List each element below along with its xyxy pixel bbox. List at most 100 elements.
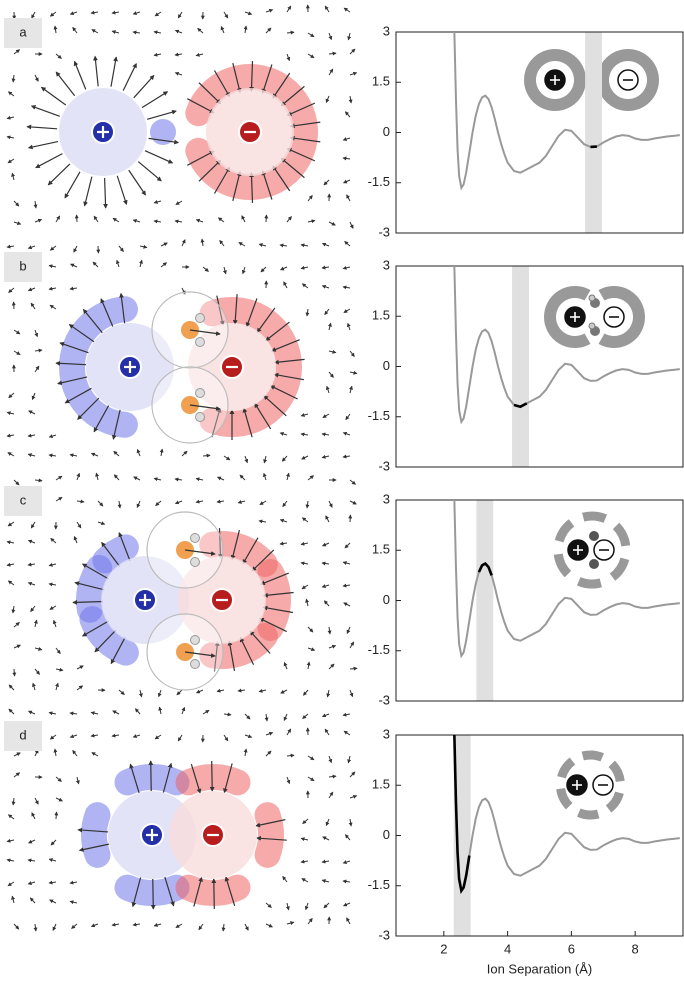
field-arrow: [322, 585, 329, 587]
inset-shell: [558, 554, 568, 574]
field-arrow: [30, 898, 35, 903]
field-arrow: [287, 32, 294, 33]
field-arrow: [73, 750, 77, 756]
field-arrow: [280, 433, 287, 435]
field-arrow: [35, 924, 36, 931]
panel-label: a: [19, 24, 27, 39]
field-arrow: [77, 501, 84, 502]
field-arrow: [50, 246, 56, 250]
field-arrow: [308, 627, 313, 632]
molecular-scene: [7, 707, 357, 931]
field-arrow: [350, 73, 357, 75]
field-arrow: [306, 903, 308, 910]
field-arrow: [51, 538, 56, 543]
field-arrow: [35, 620, 37, 627]
field-arrow: [281, 690, 287, 693]
field-arrow: [343, 861, 350, 863]
field-arrow: [14, 222, 21, 224]
field-arrow: [284, 282, 287, 288]
density-arrow: [214, 879, 215, 909]
field-arrow: [245, 749, 246, 756]
field-arrow: [29, 411, 35, 414]
field-arrow: [329, 792, 333, 798]
field-arrow: [287, 777, 290, 784]
field-arrow: [14, 773, 20, 777]
field-arrow: [323, 837, 329, 840]
field-arrow: [31, 606, 35, 612]
molecular-scene: [7, 5, 356, 228]
field-arrow: [154, 201, 161, 203]
field-arrow: [322, 714, 329, 717]
density-arrow: [147, 111, 176, 119]
field-arrow: [175, 221, 182, 222]
field-arrow: [306, 599, 308, 606]
charge-density: [268, 815, 271, 855]
field-arrow: [14, 924, 19, 929]
field-arrow: [322, 563, 329, 564]
field-arrow: [199, 924, 203, 930]
field-arrow: [350, 668, 357, 669]
density-arrow: [142, 92, 167, 108]
field-arrow: [119, 246, 123, 251]
field-arrow: [347, 195, 350, 201]
field-arrow: [280, 245, 287, 246]
field-arrow: [35, 75, 38, 81]
field-arrow: [203, 710, 209, 714]
field-arrow: [56, 812, 57, 819]
y-tick-label: -3: [378, 224, 390, 239]
field-arrow: [70, 882, 77, 883]
field-arrow: [324, 601, 329, 606]
inset-shell: [612, 764, 621, 782]
field-arrow: [202, 239, 203, 246]
field-arrow: [56, 669, 63, 670]
field-arrow: [301, 563, 308, 564]
field-arrow: [350, 222, 353, 228]
field-arrow: [56, 216, 60, 222]
plot-frame: [396, 735, 683, 936]
field-arrow: [98, 501, 103, 506]
inset-shell: [583, 755, 602, 757]
y-tick-label: 0: [383, 827, 390, 842]
field-arrow: [29, 840, 35, 843]
field-arrow: [98, 522, 105, 524]
field-arrow: [343, 714, 350, 715]
field-arrow: [28, 564, 35, 565]
field-arrow: [322, 267, 329, 268]
density-arrow: [42, 87, 66, 105]
field-arrow: [350, 49, 355, 54]
inset-shell: [583, 516, 605, 519]
highlight-band: [476, 500, 493, 701]
field-arrow: [345, 543, 350, 548]
field-arrow: [70, 713, 77, 714]
field-arrow: [114, 451, 119, 456]
field-arrow: [161, 449, 162, 456]
field-arrow: [266, 903, 271, 907]
field-arrow: [266, 28, 271, 33]
field-arrow: [28, 882, 35, 884]
field-arrow: [217, 690, 224, 691]
density-arrow: [123, 64, 136, 91]
field-arrow: [56, 497, 62, 501]
field-arrow: [326, 516, 329, 522]
field-arrow: [302, 585, 308, 589]
field-arrow: [176, 924, 182, 928]
field-arrow: [28, 288, 35, 291]
field-arrow: [329, 323, 331, 330]
field-arrow: [112, 31, 119, 33]
field-arrow: [29, 540, 35, 543]
field-arrow: [72, 924, 77, 928]
field-arrow: [55, 749, 56, 756]
x-tick-label: 4: [504, 941, 511, 956]
field-arrow: [71, 264, 77, 267]
field-arrow: [92, 453, 98, 456]
field-arrow: [322, 243, 329, 246]
field-arrow: [197, 690, 203, 693]
field-arrow: [238, 501, 245, 503]
field-arrow: [56, 54, 61, 58]
inset-water: [589, 531, 599, 541]
field-arrow: [70, 735, 77, 737]
field-arrow: [324, 903, 329, 908]
field-arrow: [35, 201, 36, 208]
field-arrow: [91, 735, 98, 736]
field-arrow: [350, 96, 351, 103]
